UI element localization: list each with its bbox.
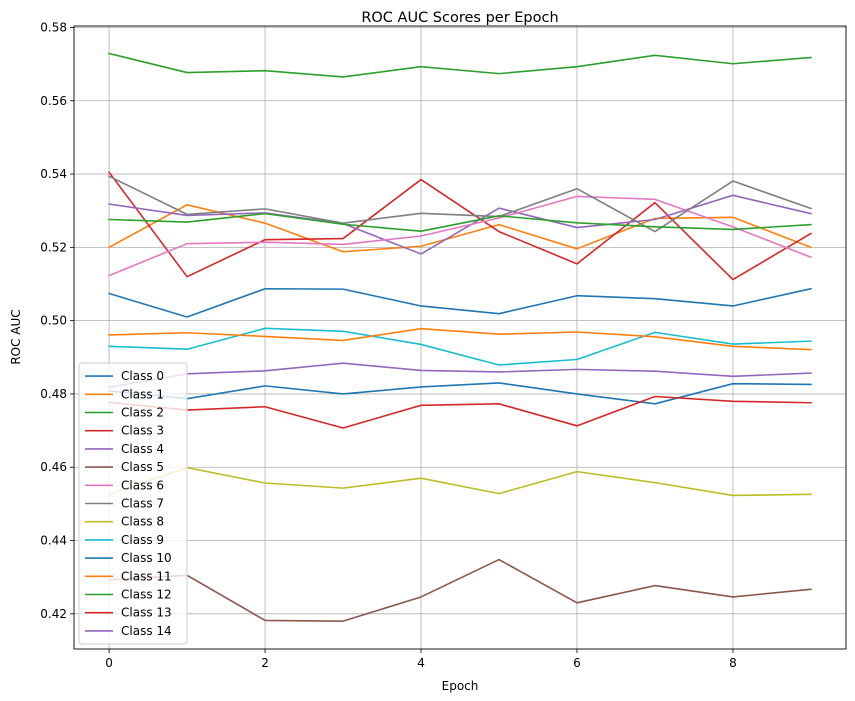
y-tick-label: 0.46 [40, 460, 67, 474]
y-tick-label: 0.56 [40, 94, 67, 108]
x-tick-label: 6 [573, 656, 581, 670]
chart-title: ROC AUC Scores per Epoch [361, 10, 558, 26]
axis-ticks: 0 2 4 6 8 0.42 0.44 0.46 0.48 0.50 0.52 0.54 0.56 0.5… [40, 20, 736, 670]
y-axis-title: ROC AUC [9, 309, 23, 364]
legend-label: Class 1 [121, 387, 164, 401]
x-tick-label: 4 [417, 656, 425, 670]
series-line-class-0 [108, 287, 812, 318]
x-tick-label: 0 [105, 656, 113, 670]
legend-label: Class 6 [121, 478, 164, 492]
legend-label: Class 11 [121, 569, 172, 583]
series-line-class-14 [108, 362, 812, 389]
legend-label: Class 7 [121, 497, 164, 511]
series-line-class-9 [108, 327, 812, 366]
y-tick-label: 0.54 [40, 167, 67, 181]
x-tick-label: 2 [261, 656, 269, 670]
series-line-class-5 [108, 558, 812, 622]
series-lines [107, 52, 813, 622]
legend-label: Class 2 [121, 406, 164, 420]
grid [74, 26, 846, 649]
y-tick-label: 0.52 [40, 240, 67, 254]
series-line-class-11 [108, 327, 812, 351]
legend-label: Class 4 [121, 442, 164, 456]
series-line-class-10 [108, 382, 812, 405]
plot-frame [73, 25, 847, 650]
legend: Class 0 Class 1 Class 2 Class 3 Class 4 Class… [78, 362, 188, 645]
series-line-class-7 [108, 175, 812, 233]
legend-label: Class 9 [121, 533, 164, 547]
y-tick-label: 0.58 [40, 20, 67, 34]
legend-label: Class 12 [121, 588, 172, 602]
legend-label: Class 14 [121, 624, 172, 638]
series-line-class-12 [108, 212, 812, 233]
y-tick-label: 0.48 [40, 387, 67, 401]
legend-label: Class 13 [121, 606, 172, 620]
x-tick-label: 8 [729, 656, 737, 670]
legend-label: Class 3 [121, 424, 164, 438]
y-tick-label: 0.50 [40, 314, 67, 328]
y-tick-label: 0.44 [40, 534, 67, 548]
series-line-class-4 [108, 194, 812, 255]
series-line-class-2 [108, 52, 812, 78]
series-line-class-8 [108, 466, 812, 497]
legend-label: Class 10 [121, 551, 172, 565]
legend-label: Class 8 [121, 515, 164, 529]
series-line-class-13 [108, 395, 812, 429]
series-line-class-3 [107, 171, 813, 281]
legend-label: Class 0 [121, 369, 164, 383]
legend-box [78, 362, 188, 645]
x-axis-title: Epoch [442, 679, 479, 693]
legend-label: Class 5 [121, 460, 164, 474]
y-tick-label: 0.42 [40, 607, 67, 621]
series-line-class-6 [108, 195, 812, 277]
